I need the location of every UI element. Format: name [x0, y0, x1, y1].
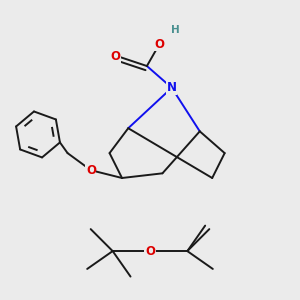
Text: O: O [145, 244, 155, 258]
Text: H: H [170, 25, 179, 35]
Text: O: O [86, 164, 96, 177]
Text: O: O [154, 38, 164, 51]
Text: O: O [111, 50, 121, 63]
Text: N: N [167, 81, 177, 94]
